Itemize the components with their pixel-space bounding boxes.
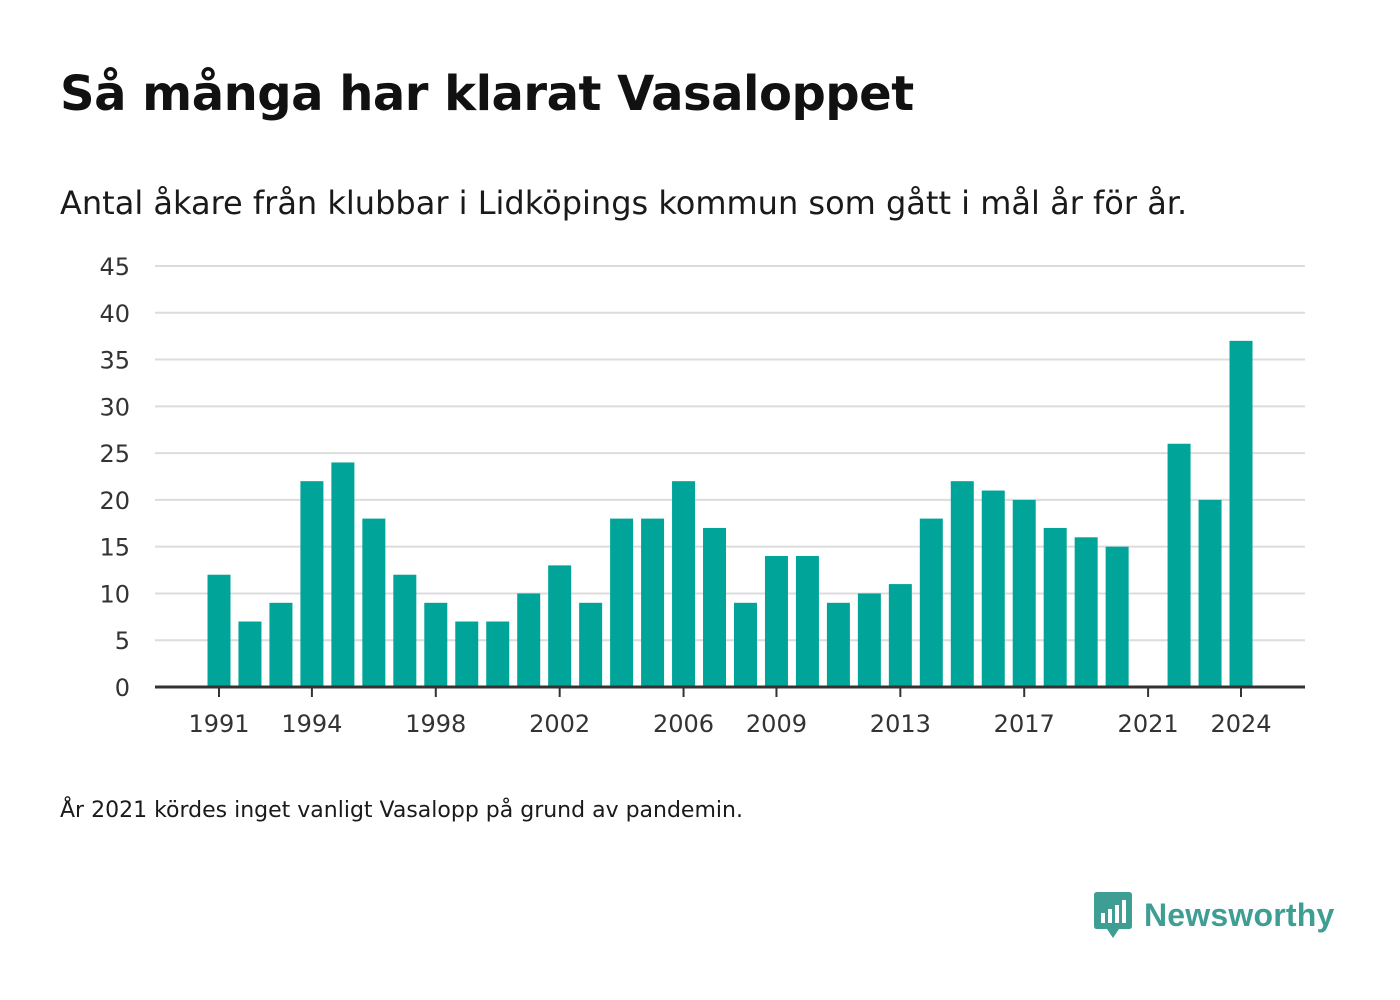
bar-chart: 0 5 10 15 20 25 30 35 40 45 1991 1994 1998 2002 2006 2…	[99, 253, 1305, 738]
x-tick-label: 2013	[870, 710, 931, 738]
x-tick-label: 2017	[994, 710, 1055, 738]
bar	[1105, 546, 1129, 687]
bar	[579, 602, 603, 687]
bar	[795, 556, 819, 687]
x-tick-label: 1991	[188, 710, 249, 738]
bar	[826, 602, 850, 687]
y-tick-label: 35	[99, 347, 130, 375]
bar	[269, 602, 293, 687]
x-tick-label: 2009	[746, 710, 807, 738]
bar	[1012, 499, 1036, 687]
bars	[207, 340, 1253, 687]
bar	[1167, 443, 1191, 687]
y-axis-labels: 0 5 10 15 20 25 30 35 40 45	[99, 253, 130, 702]
y-tick-label: 30	[99, 393, 130, 421]
y-tick-label: 5	[115, 627, 130, 655]
bar	[703, 527, 727, 687]
x-tick-label: 1994	[281, 710, 342, 738]
bar	[641, 518, 665, 687]
gridlines	[155, 265, 1305, 642]
y-tick-label: 25	[99, 440, 130, 468]
y-tick-label: 15	[99, 534, 130, 562]
y-tick-label: 10	[99, 580, 130, 608]
bar	[1198, 499, 1222, 687]
brand-name: Newsworthy	[1144, 896, 1335, 933]
bar	[300, 481, 324, 687]
chart-subtitle: Antal åkare från klubbar i Lidköpings ko…	[60, 184, 1188, 222]
bar	[548, 565, 572, 687]
bar	[1043, 527, 1067, 687]
x-axis-ticks: 1991 1994 1998 2002 2006 2009 2013 2017 2021 2024	[188, 687, 1272, 738]
bar	[424, 602, 448, 687]
bar	[362, 518, 386, 687]
bar	[1074, 537, 1098, 687]
newsworthy-logo-icon	[1094, 892, 1132, 938]
x-tick-label: 2021	[1118, 710, 1179, 738]
bar	[517, 593, 541, 687]
bar	[919, 518, 943, 687]
x-tick-label: 2002	[529, 710, 590, 738]
footnote: År 2021 kördes inget vanligt Vasalopp på…	[60, 798, 743, 823]
chart-title: Så många har klarat Vasaloppet	[60, 66, 914, 122]
y-tick-label: 45	[99, 253, 130, 281]
bar	[238, 621, 262, 687]
bar	[764, 556, 788, 687]
brand-logo[interactable]: Newsworthy	[1092, 890, 1334, 940]
bar	[393, 574, 417, 687]
bar	[486, 621, 510, 687]
bar	[207, 574, 231, 687]
x-tick-label: 1998	[405, 710, 466, 738]
bar	[672, 481, 696, 687]
bar	[888, 584, 912, 687]
x-tick-label: 2006	[653, 710, 714, 738]
bar	[733, 602, 757, 687]
bar	[857, 593, 881, 687]
bar	[455, 621, 479, 687]
y-tick-label: 0	[115, 674, 130, 702]
y-tick-label: 40	[99, 300, 130, 328]
y-tick-label: 20	[99, 487, 130, 515]
bar	[1229, 340, 1253, 687]
bar	[331, 462, 355, 687]
x-tick-label: 2024	[1210, 710, 1271, 738]
bar	[950, 481, 974, 687]
bar	[610, 518, 634, 687]
bar	[981, 490, 1005, 687]
